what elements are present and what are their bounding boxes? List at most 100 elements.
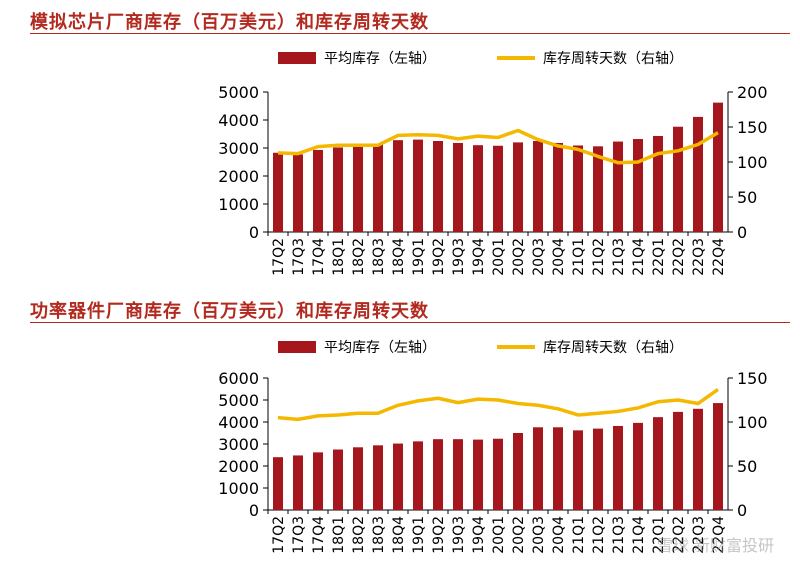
chart2-legend-bar-swatch bbox=[278, 341, 316, 353]
chart1-x-tick-label: 20Q2 bbox=[511, 238, 527, 276]
chart1-right-tick-label: 100 bbox=[737, 153, 768, 172]
chart1-x-tick-label: 21Q2 bbox=[591, 238, 607, 276]
chart2-bar bbox=[713, 403, 723, 510]
chart2-x-tick-label: 17Q2 bbox=[271, 516, 287, 554]
chart1-x-tick-label: 17Q4 bbox=[311, 238, 327, 276]
chart2-x-tick-label: 22Q2 bbox=[671, 516, 687, 554]
chart1-bar bbox=[493, 145, 503, 232]
chart2-bar bbox=[613, 425, 623, 510]
chart1-x-tick-label: 19Q4 bbox=[471, 238, 487, 276]
chart1-bar bbox=[293, 154, 303, 232]
chart1-x-tick-label: 20Q1 bbox=[491, 238, 507, 276]
chart2-x-tick-label: 22Q1 bbox=[651, 516, 667, 554]
chart2-bar bbox=[393, 443, 403, 510]
chart1-bar bbox=[653, 135, 663, 232]
chart2-bar bbox=[513, 433, 523, 510]
chart2-left-tick-label: 1000 bbox=[218, 479, 259, 498]
chart2-bar bbox=[533, 427, 543, 510]
chart2-x-tick-label: 19Q3 bbox=[451, 516, 467, 554]
chart1-bar bbox=[453, 142, 463, 232]
chart1-bar bbox=[673, 126, 683, 232]
chart1-right-tick-label: 0 bbox=[737, 223, 747, 242]
chart1-title-rule bbox=[30, 33, 790, 34]
chart1-bar bbox=[693, 116, 703, 232]
chart2-bar bbox=[273, 457, 283, 510]
chart2-left-tick-label: 4000 bbox=[218, 413, 259, 432]
chart2-right-tick-label: 150 bbox=[737, 369, 768, 388]
chart2-x-tick-label: 18Q3 bbox=[371, 516, 387, 554]
chart2-bar bbox=[573, 430, 583, 510]
chart1-x-tick-label: 22Q3 bbox=[691, 238, 707, 276]
chart1-left-tick-label: 0 bbox=[249, 223, 259, 242]
chart1-left-tick-label: 3000 bbox=[218, 139, 259, 158]
chart1-bar bbox=[593, 146, 603, 232]
chart2-x-tick-label: 21Q4 bbox=[631, 516, 647, 554]
chart2-x-tick-label: 18Q4 bbox=[391, 516, 407, 554]
chart1-bar bbox=[473, 145, 483, 232]
chart1-legend-bar-swatch bbox=[278, 52, 316, 64]
chart2-x-tick-label: 18Q1 bbox=[331, 516, 347, 554]
chart2-bar bbox=[493, 438, 503, 510]
chart2-x-tick-label: 19Q4 bbox=[471, 516, 487, 554]
chart2-line-series bbox=[277, 388, 720, 422]
chart2-x-tick-label: 21Q1 bbox=[571, 516, 587, 554]
chart1-x-tick-label: 18Q4 bbox=[391, 238, 407, 276]
chart1-x-tick-label: 18Q3 bbox=[371, 238, 387, 276]
chart1-x-tick-label: 22Q4 bbox=[711, 238, 727, 276]
chart1-bar bbox=[513, 142, 523, 232]
chart1-x-tick-label: 18Q2 bbox=[351, 238, 367, 276]
chart1-x-tick-label: 17Q3 bbox=[291, 238, 307, 276]
chart2-title: 功率器件厂商库存（百万美元）和库存周转天数 bbox=[30, 301, 429, 322]
chart1-right-tick-label: 200 bbox=[737, 83, 768, 102]
chart2-left-tick-label: 0 bbox=[249, 501, 259, 520]
chart2-x-tick-label: 20Q4 bbox=[551, 516, 567, 554]
chart1-bar bbox=[713, 102, 723, 232]
chart2-left-tick-label: 6000 bbox=[218, 369, 259, 388]
chart2-bar bbox=[553, 427, 563, 510]
chart2-bar bbox=[333, 449, 343, 510]
chart1-x-tick-label: 22Q1 bbox=[651, 238, 667, 276]
chart1-x-tick-label: 21Q3 bbox=[611, 238, 627, 276]
chart2-legend-bar-label: 平均库存（左轴） bbox=[324, 340, 436, 356]
chart2-bar bbox=[413, 441, 423, 510]
chart2-x-tick-label: 20Q2 bbox=[511, 516, 527, 554]
chart1-x-tick-label: 19Q3 bbox=[451, 238, 467, 276]
chart1-x-tick-label: 17Q2 bbox=[271, 238, 287, 276]
chart1-bar bbox=[373, 144, 383, 232]
chart2-x-tick-label: 19Q2 bbox=[431, 516, 447, 554]
chart2-bar bbox=[313, 452, 323, 510]
chart1-bar bbox=[333, 147, 343, 232]
chart1-bar bbox=[573, 145, 583, 232]
chart1-bar bbox=[393, 140, 403, 232]
chart2-right-tick-label: 50 bbox=[737, 457, 757, 476]
chart2-x-tick-label: 21Q3 bbox=[611, 516, 627, 554]
chart1-bar bbox=[273, 152, 283, 232]
chart1-bar bbox=[633, 139, 643, 232]
chart1-x-tick-label: 18Q1 bbox=[331, 238, 347, 276]
chart2-bar bbox=[433, 439, 443, 510]
chart2-x-tick-label: 20Q1 bbox=[491, 516, 507, 554]
chart1-legend: 平均库存（左轴） 库存周转天数（右轴） bbox=[278, 51, 683, 67]
chart1-left-tick-label: 5000 bbox=[218, 83, 259, 102]
chart2-bar bbox=[693, 408, 703, 510]
chart2-bar bbox=[633, 422, 643, 510]
chart1-bar bbox=[313, 149, 323, 232]
chart2-bar bbox=[453, 439, 463, 510]
chart1-bar bbox=[613, 141, 623, 232]
chart1-legend-line-label: 库存周转天数（右轴） bbox=[543, 51, 683, 67]
chart1-bar bbox=[433, 141, 443, 232]
chart1-x-tick-label: 21Q4 bbox=[631, 238, 647, 276]
chart2-right-tick-label: 0 bbox=[737, 501, 747, 520]
chart2-bar bbox=[353, 447, 363, 510]
chart2-x-tick-label: 19Q1 bbox=[411, 516, 427, 554]
chart2-title-rule bbox=[30, 322, 790, 323]
chart1-x-tick-label: 20Q4 bbox=[551, 238, 567, 276]
chart2-bar bbox=[653, 417, 663, 510]
chart1-right-tick-label: 50 bbox=[737, 188, 757, 207]
chart2-left-tick-label: 5000 bbox=[218, 391, 259, 410]
chart1-x-tick-label: 19Q2 bbox=[431, 238, 447, 276]
chart1-x-tick-label: 21Q1 bbox=[571, 238, 587, 276]
chart1-bar bbox=[413, 139, 423, 232]
chart1-left-tick-label: 4000 bbox=[218, 111, 259, 130]
